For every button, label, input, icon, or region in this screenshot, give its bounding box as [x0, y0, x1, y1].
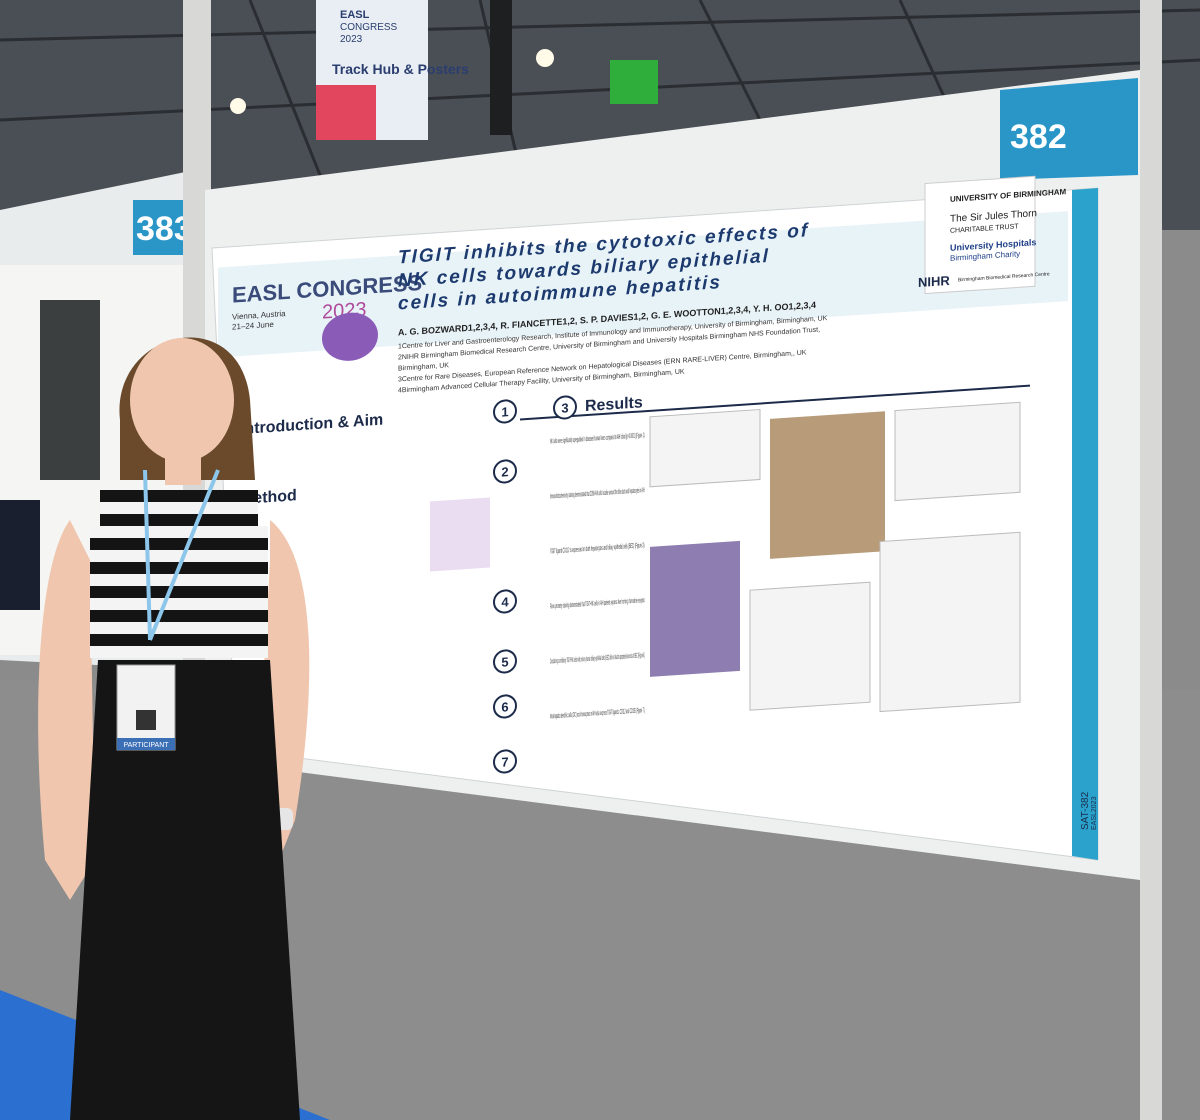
logo-dates: 21–24 June — [232, 320, 274, 332]
board-number-bg — [1000, 78, 1138, 180]
figure — [430, 497, 490, 572]
stripe — [90, 526, 268, 538]
sponsor-box — [924, 175, 1036, 295]
step-circle — [553, 395, 577, 420]
stripe — [90, 598, 268, 610]
step-markers: 1 2 3 4 5 6 7 — [493, 395, 577, 774]
striped-top — [90, 490, 268, 658]
poster-footer: EASL2023 — [1091, 796, 1098, 830]
badge-label: PARTICIPANT — [123, 742, 169, 749]
step-number: 3 — [561, 400, 568, 415]
neck — [165, 450, 201, 485]
step-number: 4 — [501, 594, 509, 610]
face — [130, 338, 234, 462]
ceiling-light — [230, 98, 246, 114]
sponsor: CHARITABLE TRUST — [950, 223, 1019, 235]
stripe — [90, 634, 268, 646]
neighbour-figure — [40, 300, 100, 480]
logo-place: Vienna, Austria — [232, 309, 286, 322]
badge-band — [117, 738, 175, 750]
step-number: 7 — [501, 754, 508, 769]
figure — [879, 531, 1021, 713]
step-circle — [493, 589, 517, 614]
step-number: 2 — [501, 464, 508, 479]
stripe — [90, 574, 268, 586]
liver-icon — [322, 312, 378, 361]
skirt — [70, 660, 300, 1120]
stripe — [100, 514, 258, 526]
poster-code: SAT-382 — [1080, 791, 1091, 830]
step-number: 1 — [501, 404, 508, 419]
board-number-bg — [133, 200, 188, 255]
neighbour-figure — [0, 500, 40, 610]
sponsor: NIHR — [918, 273, 950, 290]
banner-text: 2023 — [340, 34, 363, 45]
stripe — [90, 550, 268, 562]
step-circle — [493, 749, 517, 774]
poster-header-bg — [218, 211, 1068, 358]
step-number: 6 — [501, 699, 508, 714]
step-circle — [493, 694, 517, 719]
lanyard — [143, 469, 220, 641]
figure — [749, 581, 871, 711]
heading-rule — [520, 384, 1030, 421]
figure — [650, 540, 740, 677]
banner-text: EASL — [340, 9, 370, 21]
figure — [649, 408, 761, 488]
step-circle — [493, 649, 517, 674]
person: PARTICIPANT — [38, 337, 310, 1120]
ceiling-light — [536, 49, 554, 67]
stripe — [90, 538, 268, 550]
stripe — [90, 646, 268, 658]
badge-qr — [136, 710, 156, 730]
stripe — [100, 502, 258, 514]
arm — [38, 520, 95, 900]
step-circle — [493, 459, 517, 484]
figure — [894, 401, 1021, 502]
affiliation: Birmingham, UK — [398, 362, 449, 372]
step-circle — [493, 399, 517, 424]
banner-title: Track Hub & Posters — [332, 61, 469, 77]
section-heading: Results — [585, 394, 643, 415]
poster-side-band — [1072, 188, 1098, 860]
banner-accent — [316, 85, 376, 140]
board-post — [1140, 0, 1162, 1120]
figure — [770, 411, 885, 559]
pillar — [490, 0, 512, 135]
banner-text: CONGRESS — [340, 22, 398, 33]
stripe — [90, 610, 268, 622]
stripe — [100, 490, 258, 502]
stripe — [90, 622, 268, 634]
stripe — [90, 586, 268, 598]
badge — [116, 664, 176, 751]
board-number: 382 — [1010, 118, 1067, 156]
exit-sign — [610, 60, 658, 104]
step-number: 5 — [501, 654, 508, 669]
